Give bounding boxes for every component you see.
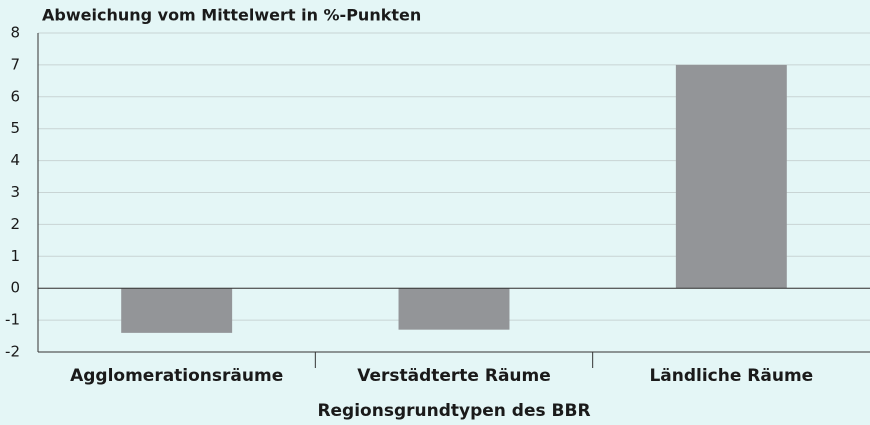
x-tick-label: Agglomerationsräume [70,366,283,386]
y-tick-label: 3 [10,183,20,201]
bar [398,288,510,330]
y-tick-label: 2 [10,215,20,233]
y-tick-label: 8 [10,24,20,42]
y-tick-label: 7 [10,55,20,73]
bar [675,64,787,289]
x-axis-label: Regionsgrundtypen des BBR [317,401,590,421]
x-tick-label: Ländliche Räume [649,366,813,386]
y-tick-label: 6 [10,87,20,105]
x-tick-label: Verstädterte Räume [357,366,551,386]
bar [121,288,233,333]
y-tick-label: 1 [10,247,20,265]
y-tick-label: 4 [10,151,20,169]
y-tick-label: -2 [5,343,20,361]
y-tick-label: 5 [10,119,20,137]
y-tick-label: 0 [10,279,20,297]
y-tick-label: -1 [5,311,20,329]
chart-title: Abweichung vom Mittelwert in %-Punkten [42,6,421,25]
